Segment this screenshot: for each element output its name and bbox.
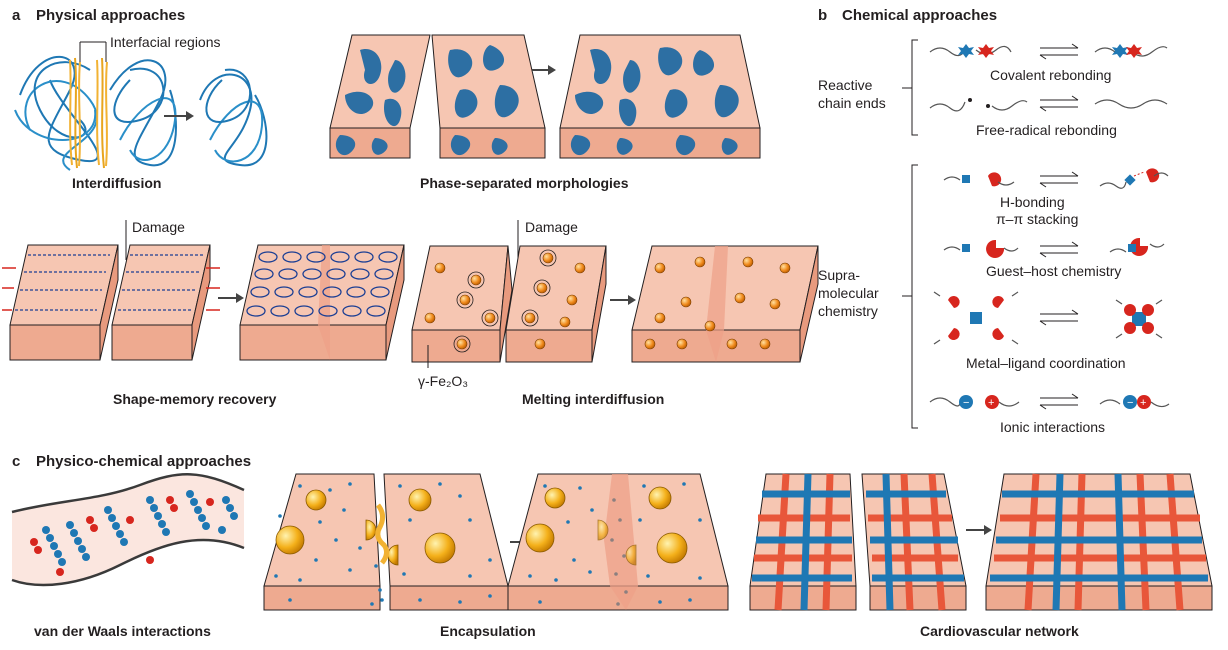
supra-label-2: molecular (818, 285, 879, 301)
cardio-caption: Cardiovascular network (920, 623, 1079, 639)
svg-text:−: − (963, 397, 969, 409)
equilibrium-arrow-icon (1039, 309, 1079, 326)
guest-host-scheme (943, 237, 1165, 258)
guest-host-label: Guest–host chemistry (986, 263, 1121, 279)
encapsulation-dots-left (274, 482, 492, 606)
svg-text:+: + (1140, 397, 1146, 409)
ionic-scheme: − + − + (929, 393, 1170, 410)
supra-label-1: Supra- (818, 267, 860, 283)
panel-c-title: Physico-chemical approaches (36, 453, 251, 470)
metal-ligand-scheme (933, 291, 1163, 345)
svg-text:−: − (1127, 397, 1133, 409)
encapsulation-block-damaged (263, 473, 509, 611)
star-red-icon (978, 44, 994, 58)
panel-b-title: Chemical approaches (842, 7, 997, 24)
supra-label-3: chemistry (818, 303, 878, 319)
interfacial-regions-label: Interfacial regions (110, 34, 221, 50)
equilibrium-arrow-icon (1039, 241, 1079, 258)
panel-c-letter: c (12, 453, 20, 470)
svg-text:+: + (988, 397, 994, 409)
panel-b-letter: b (818, 7, 827, 24)
encapsulation-block-healed (507, 473, 729, 611)
shape-memory-block-damaged (2, 244, 220, 361)
phase-separated-caption: Phase-separated morphologies (420, 175, 629, 191)
interdiffusion-caption: Interdiffusion (72, 175, 161, 191)
phase-separated-block-healed (559, 34, 761, 159)
h-bonding-scheme (943, 168, 1169, 189)
ionic-label: Ionic interactions (1000, 419, 1105, 435)
vdw-illustration (11, 473, 245, 587)
metal-ligand-label: Metal–ligand coordination (966, 355, 1126, 371)
equilibrium-arrow-icon (1039, 95, 1079, 112)
panel-a: a Physical approaches Interfacial region… (2, 7, 819, 407)
covalent-label: Covalent rebonding (990, 67, 1111, 83)
damage-label-2: Damage (525, 219, 578, 235)
interdiffusion-illustration (14, 55, 177, 171)
cardio-block-healed (985, 473, 1213, 611)
cardio-block-damaged (749, 473, 967, 611)
star-blue-icon (958, 44, 974, 58)
melting-caption: Melting interdiffusion (522, 391, 664, 407)
vessels-blue (752, 473, 964, 611)
phase-separated-block-damaged (329, 34, 546, 159)
panel-b: b Chemical approaches Reactive chain end… (818, 7, 1170, 435)
shape-memory-caption: Shape-memory recovery (113, 391, 277, 407)
vdw-beads (30, 490, 238, 576)
shape-memory-ellipses (246, 251, 398, 317)
equilibrium-arrow-icon (1039, 43, 1079, 60)
panel-a-letter: a (12, 7, 21, 24)
reactive-bracket (911, 39, 918, 136)
hbond-label-2: π–π stacking (996, 211, 1078, 227)
shape-memory-block-healed (239, 244, 405, 361)
healed-network-illustration (199, 68, 268, 167)
encapsulation-caption: Encapsulation (440, 623, 536, 639)
reactive-label-2: chain ends (818, 95, 886, 111)
supra-bracket (911, 164, 918, 429)
free-radical-scheme (929, 95, 1168, 112)
covalent-rebonding-scheme (929, 43, 1168, 60)
panel-a-title: Physical approaches (36, 7, 185, 24)
radical-label: Free-radical rebonding (976, 122, 1117, 138)
hbond-label-1: H-bonding (1000, 194, 1065, 210)
panel-c: c Physico-chemical approaches van der Wa… (11, 453, 1213, 639)
melting-block-damaged (411, 245, 607, 363)
equilibrium-arrow-icon (1039, 171, 1079, 188)
damage-label-1: Damage (132, 219, 185, 235)
reactive-label-1: Reactive (818, 77, 873, 93)
melting-block-healed (631, 245, 819, 363)
fe2o3-label: γ-Fe₂O₃ (418, 373, 468, 389)
vdw-caption: van der Waals interactions (34, 623, 211, 639)
fe2o3-particles (424, 252, 586, 350)
equilibrium-arrow-icon (1039, 393, 1079, 410)
